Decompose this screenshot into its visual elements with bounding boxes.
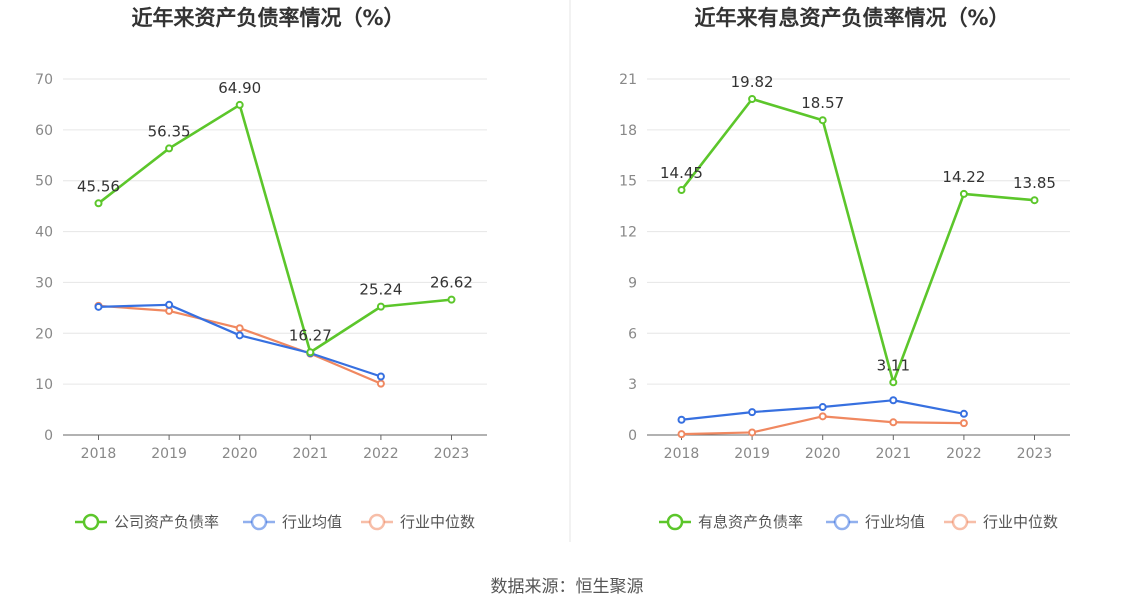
legend-item-median: 行业中位数 — [361, 513, 475, 531]
legend-item-median: 行业中位数 — [944, 513, 1058, 531]
data-point-avg — [959, 409, 968, 418]
legend-marker-icon — [833, 513, 851, 531]
x-tick-label: 2021 — [875, 446, 911, 462]
x-tick-label: 2019 — [151, 446, 187, 462]
y-tick-label: 10 — [35, 377, 53, 393]
legend-label: 有息资产负债率 — [698, 513, 803, 531]
data-point-company — [959, 189, 968, 198]
y-tick-label: 20 — [35, 326, 53, 342]
data-point-company — [165, 144, 174, 153]
chart-title: 近年来资产负债率情况（%） — [131, 6, 404, 30]
data-point-avg — [748, 408, 757, 417]
data-label: 18.57 — [801, 94, 844, 112]
legend-marker-icon — [82, 513, 100, 531]
data-point-avg — [376, 372, 385, 381]
x-tick-label: 2020 — [805, 446, 841, 462]
data-point-avg — [889, 396, 898, 405]
data-point-company — [235, 100, 244, 109]
data-point-avg — [235, 331, 244, 340]
x-tick-label: 2022 — [946, 446, 982, 462]
data-point-company — [376, 302, 385, 311]
legend-marker-icon — [951, 513, 969, 531]
series-line-company — [680, 97, 1035, 384]
data-point-median — [376, 379, 385, 388]
legend-label: 行业均值 — [865, 513, 925, 531]
data-point-company — [818, 116, 827, 125]
data-source-note: 数据来源：恒生聚源 — [491, 577, 644, 597]
legend-label: 行业均值 — [282, 513, 342, 531]
data-label: 16.27 — [289, 326, 332, 344]
data-point-median — [818, 412, 827, 421]
x-tick-label: 2018 — [664, 446, 700, 462]
x-tick-label: 2022 — [363, 446, 399, 462]
data-point-company — [447, 295, 456, 304]
legend-item-company: 公司资产负债率 — [75, 513, 219, 531]
data-label: 14.45 — [660, 164, 703, 182]
series-line-company — [97, 103, 452, 354]
y-tick-label: 0 — [44, 428, 53, 444]
y-tick-label: 3 — [628, 377, 637, 393]
y-tick-label: 60 — [35, 123, 53, 139]
y-tick-label: 18 — [619, 123, 637, 139]
data-point-median — [165, 306, 174, 315]
y-tick-label: 30 — [35, 275, 53, 291]
legend-marker-icon — [368, 513, 386, 531]
data-point-company — [1030, 196, 1039, 205]
legend-item-avg: 行业均值 — [826, 513, 925, 531]
y-tick-label: 6 — [628, 326, 637, 342]
legend-item-company: 有息资产负债率 — [659, 513, 803, 531]
x-tick-label: 2019 — [734, 446, 770, 462]
data-label: 45.56 — [77, 177, 120, 195]
data-point-median — [677, 430, 686, 439]
data-point-company — [677, 186, 686, 195]
x-tick-label: 2020 — [222, 446, 258, 462]
interest-bearing-debt-ratio-chart: 近年来有息资产负债率情况（%） 0 3 6 9 12 15 18 21 2018 2019 2020… — [619, 6, 1070, 531]
x-tick-label: 2023 — [1017, 446, 1053, 462]
legend-marker-icon — [250, 513, 268, 531]
data-point-median — [748, 428, 757, 437]
data-label: 26.62 — [430, 274, 473, 292]
data-point-avg — [818, 403, 827, 412]
data-label: 14.22 — [942, 168, 985, 186]
y-tick-label: 0 — [628, 428, 637, 444]
y-tick-label: 12 — [619, 225, 637, 241]
y-tick-label: 15 — [619, 174, 637, 190]
data-label: 64.90 — [218, 79, 261, 97]
y-tick-label: 50 — [35, 174, 53, 190]
data-point-median — [889, 418, 898, 427]
data-point-avg — [677, 415, 686, 424]
debt-ratio-chart: 近年来资产负债率情况（%） 0 10 20 30 40 50 60 70 2018 2019 202… — [35, 6, 487, 531]
data-point-company — [748, 95, 757, 104]
data-point-company — [889, 378, 898, 387]
y-tick-label: 9 — [628, 275, 637, 291]
data-point-median — [959, 419, 968, 428]
data-label: 19.82 — [731, 73, 774, 91]
legend-label: 公司资产负债率 — [114, 513, 219, 531]
y-tick-label: 21 — [619, 72, 637, 88]
data-label: 13.85 — [1013, 174, 1056, 192]
data-point-company — [306, 348, 315, 357]
legend-label: 行业中位数 — [983, 513, 1058, 531]
chart-title: 近年来有息资产负债率情况（%） — [694, 6, 1009, 30]
y-tick-label: 70 — [35, 72, 53, 88]
data-point-company — [94, 199, 103, 208]
x-tick-label: 2018 — [81, 446, 117, 462]
x-tick-label: 2021 — [292, 446, 328, 462]
data-label: 3.11 — [877, 356, 910, 374]
series-line-median — [98, 304, 382, 385]
data-point-avg — [165, 300, 174, 309]
legend-item-avg: 行业均值 — [243, 513, 342, 531]
y-tick-label: 40 — [35, 225, 53, 241]
x-tick-label: 2023 — [434, 446, 470, 462]
data-label: 56.35 — [148, 122, 191, 140]
data-point-avg — [94, 302, 103, 311]
data-label: 25.24 — [359, 281, 402, 299]
legend-marker-icon — [666, 513, 684, 531]
legend-label: 行业中位数 — [400, 513, 475, 531]
data-point-median — [235, 324, 244, 333]
